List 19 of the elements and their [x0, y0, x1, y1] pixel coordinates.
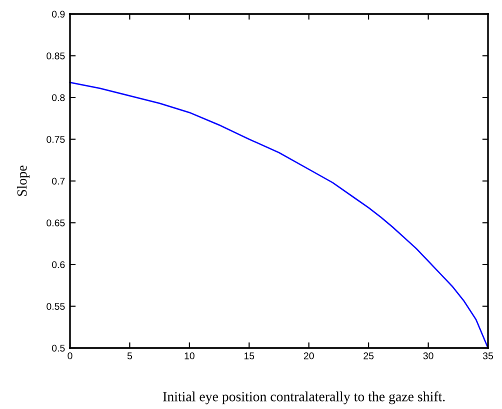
x-tick-label: 0: [68, 352, 72, 360]
y-tick-label: 0.75: [46, 136, 65, 143]
y-tick-label: 0.65: [46, 219, 65, 226]
x-tick-label: 35: [482, 352, 493, 360]
y-tick-label: 0.85: [46, 52, 65, 60]
x-tick-label: 10: [184, 352, 194, 360]
y-tick-label: 0.7: [52, 178, 65, 185]
x-tick-label: 5: [127, 352, 132, 360]
y-tick-label: 0.55: [46, 302, 65, 310]
x-tick-label: 30: [423, 352, 434, 360]
y-tick-label: 0.8: [52, 94, 65, 102]
y-tick-label: 0.5: [52, 344, 65, 352]
x-tick-label: 25: [364, 352, 374, 360]
y-tick-label: 0.9: [52, 10, 65, 18]
x-axis-title: Initial eye position contralaterally to the gaze shift.: [163, 391, 445, 404]
y-axis-title: Slope: [16, 166, 30, 196]
y-tick-label: 0.6: [52, 261, 65, 268]
x-tick-label: 15: [244, 352, 254, 360]
x-tick-label: 20: [304, 352, 314, 360]
